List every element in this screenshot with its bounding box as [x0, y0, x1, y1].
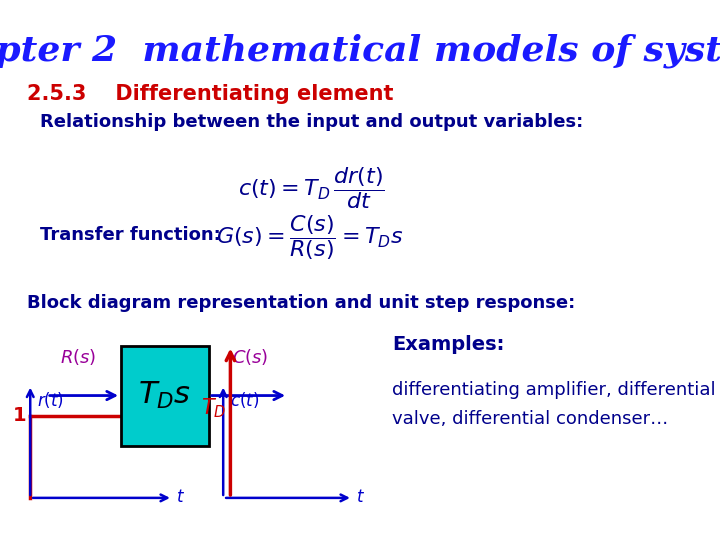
Text: $c(t)$: $c(t)$ — [230, 390, 260, 410]
Text: Relationship between the input and output variables:: Relationship between the input and outpu… — [40, 113, 583, 131]
Text: $C(s)$: $C(s)$ — [233, 347, 269, 368]
Text: $t$: $t$ — [356, 489, 366, 507]
Text: 2.5.3    Differentiating element: 2.5.3 Differentiating element — [27, 84, 394, 104]
Text: $r(t)$: $r(t)$ — [37, 390, 64, 410]
Text: $G(s) = \dfrac{C(s)}{R(s)} = T_D s$: $G(s) = \dfrac{C(s)}{R(s)} = T_D s$ — [216, 213, 403, 262]
Text: differentiating amplifier, differential
valve, differential condenser…: differentiating amplifier, differential … — [392, 381, 716, 428]
Text: $T_Ds$: $T_Ds$ — [138, 380, 192, 411]
Bar — [121, 346, 209, 446]
Text: $c(t) = T_D\,\dfrac{dr(t)}{dt}$: $c(t) = T_D\,\dfrac{dr(t)}{dt}$ — [238, 165, 384, 211]
Text: 1: 1 — [13, 406, 26, 426]
Text: $t$: $t$ — [176, 489, 186, 507]
Text: $R(s)$: $R(s)$ — [60, 347, 96, 368]
Text: $T_D$: $T_D$ — [202, 396, 227, 420]
Text: Chapter 2  mathematical models of systems: Chapter 2 mathematical models of systems — [0, 33, 720, 68]
Text: Block diagram representation and unit step response:: Block diagram representation and unit st… — [27, 294, 575, 312]
Text: Examples:: Examples: — [392, 335, 505, 354]
Text: Transfer function:: Transfer function: — [40, 226, 220, 244]
